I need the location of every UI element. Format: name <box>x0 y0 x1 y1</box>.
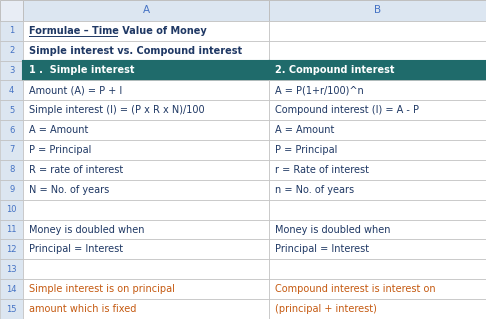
Text: 13: 13 <box>6 265 17 274</box>
Bar <box>269 61 486 80</box>
Text: 2: 2 <box>9 46 14 55</box>
Text: Principal = Interest: Principal = Interest <box>275 244 369 255</box>
Bar <box>0 61 23 80</box>
Bar <box>0 80 23 100</box>
Bar <box>23 80 269 100</box>
Bar <box>23 100 269 120</box>
Text: 15: 15 <box>6 305 17 314</box>
Bar <box>23 160 269 180</box>
Bar <box>0 100 23 120</box>
Text: Principal = Interest: Principal = Interest <box>29 244 123 255</box>
Text: (principal + interest): (principal + interest) <box>275 304 377 314</box>
Bar <box>23 120 269 140</box>
Text: Simple interest is on principal: Simple interest is on principal <box>29 284 175 294</box>
Bar <box>269 80 486 100</box>
Bar <box>269 219 486 240</box>
Text: B: B <box>374 5 381 15</box>
Text: 6: 6 <box>9 126 15 135</box>
Bar <box>23 299 269 319</box>
Bar <box>0 160 23 180</box>
Bar <box>0 140 23 160</box>
Text: 11: 11 <box>6 225 17 234</box>
Text: Compound interest (I) = A - P: Compound interest (I) = A - P <box>275 105 419 115</box>
Bar <box>23 180 269 200</box>
Bar <box>23 41 269 61</box>
Text: A = Amount: A = Amount <box>275 125 334 135</box>
Bar <box>269 160 486 180</box>
Bar <box>0 219 23 240</box>
Text: 5: 5 <box>9 106 14 115</box>
Bar <box>0 0 23 21</box>
Bar <box>23 200 269 219</box>
Text: Amount (A) = P + I: Amount (A) = P + I <box>29 85 122 95</box>
Text: r = Rate of interest: r = Rate of interest <box>275 165 369 175</box>
Text: P = Principal: P = Principal <box>275 145 337 155</box>
Text: P = Principal: P = Principal <box>29 145 91 155</box>
Text: n = No. of years: n = No. of years <box>275 185 354 195</box>
Text: Simple interest (I) = (P x R x N)/100: Simple interest (I) = (P x R x N)/100 <box>29 105 205 115</box>
Text: 10: 10 <box>6 205 17 214</box>
Bar <box>269 21 486 41</box>
Bar <box>269 100 486 120</box>
Text: Money is doubled when: Money is doubled when <box>275 225 391 234</box>
Bar <box>0 120 23 140</box>
Bar <box>23 21 269 41</box>
Text: Money is doubled when: Money is doubled when <box>29 225 145 234</box>
Text: 1 .  Simple interest: 1 . Simple interest <box>29 65 135 76</box>
Text: 8: 8 <box>9 165 15 174</box>
Bar <box>269 279 486 299</box>
Bar <box>269 120 486 140</box>
Text: 12: 12 <box>6 245 17 254</box>
Bar <box>0 240 23 259</box>
Bar <box>23 61 269 80</box>
Bar <box>23 279 269 299</box>
Text: 2. Compound interest: 2. Compound interest <box>275 65 395 76</box>
Bar <box>23 259 269 279</box>
Text: 7: 7 <box>9 145 15 154</box>
Bar <box>269 240 486 259</box>
Bar <box>269 259 486 279</box>
Text: Simple interest vs. Compound interest: Simple interest vs. Compound interest <box>29 46 243 56</box>
Bar <box>269 0 486 21</box>
Text: 9: 9 <box>9 185 14 194</box>
Bar <box>0 41 23 61</box>
Text: N = No. of years: N = No. of years <box>29 185 109 195</box>
Bar <box>0 299 23 319</box>
Bar <box>23 240 269 259</box>
Text: A: A <box>143 5 150 15</box>
Bar <box>23 0 269 21</box>
Text: amount which is fixed: amount which is fixed <box>29 304 137 314</box>
Bar <box>269 41 486 61</box>
Text: Formulae – Time Value of Money: Formulae – Time Value of Money <box>29 26 207 36</box>
Bar <box>269 200 486 219</box>
Text: Compound interest is interest on: Compound interest is interest on <box>275 284 436 294</box>
Bar <box>269 140 486 160</box>
Bar <box>269 299 486 319</box>
Text: 4: 4 <box>9 86 14 95</box>
Text: 3: 3 <box>9 66 15 75</box>
Bar <box>23 140 269 160</box>
Text: R = rate of interest: R = rate of interest <box>29 165 123 175</box>
Text: 1: 1 <box>9 26 14 35</box>
Bar <box>23 219 269 240</box>
Bar <box>0 259 23 279</box>
Text: 14: 14 <box>6 285 17 294</box>
Text: A = Amount: A = Amount <box>29 125 88 135</box>
Bar <box>0 180 23 200</box>
Text: A = P(1+r/100)^n: A = P(1+r/100)^n <box>275 85 364 95</box>
Bar <box>0 21 23 41</box>
Bar <box>0 200 23 219</box>
Bar <box>0 279 23 299</box>
Bar <box>269 180 486 200</box>
